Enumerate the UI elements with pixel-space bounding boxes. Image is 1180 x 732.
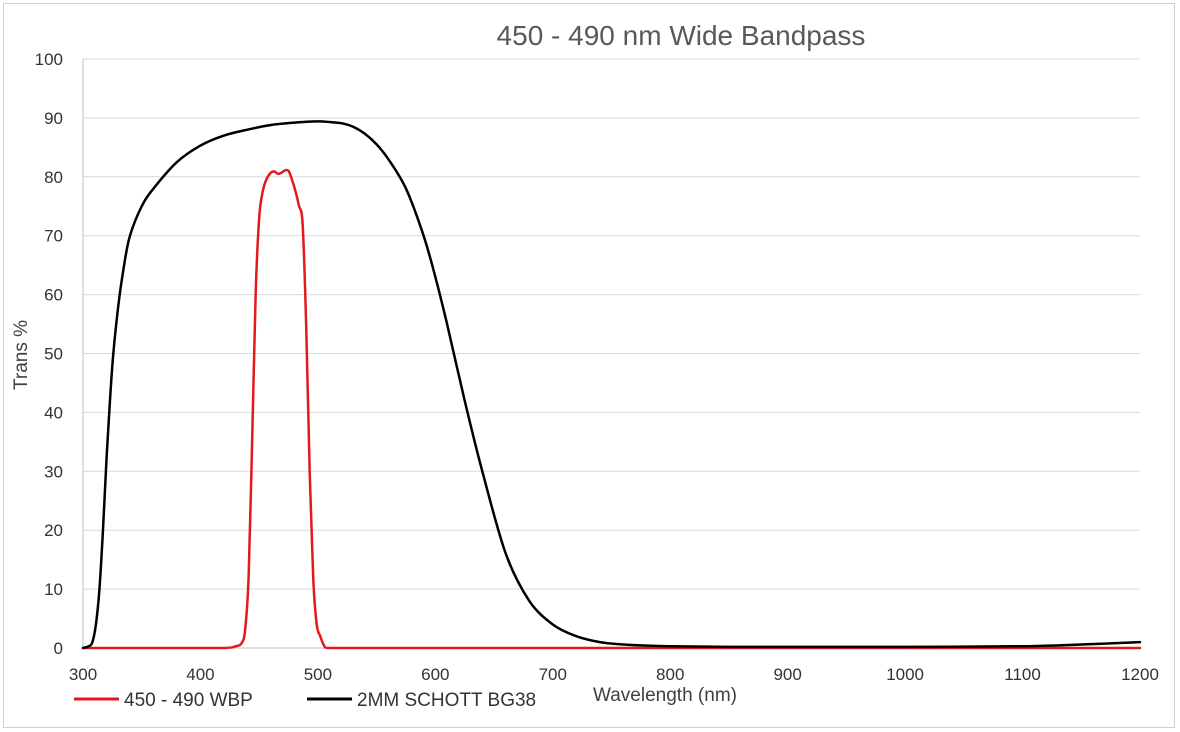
y-tick-label-80: 80 (44, 168, 63, 187)
y-tick-label-100: 100 (35, 50, 63, 69)
y-tick-label-90: 90 (44, 109, 63, 128)
y-tick-label-60: 60 (44, 286, 63, 305)
x-tick-label-1100: 1100 (1004, 665, 1041, 684)
legend-label-450-490-wbp: 450 - 490 WBP (124, 690, 253, 711)
axis-layer: 0 10 20 30 40 50 60 70 80 90 100 300 400 500 600 700 800… (35, 50, 1159, 684)
y-tick-label-10: 10 (44, 580, 63, 599)
y-tick-label-40: 40 (44, 403, 63, 422)
x-tick-label-300: 300 (69, 665, 97, 684)
series-line-450-490-wbp (81, 168, 1142, 650)
x-tick-label-800: 800 (656, 665, 684, 684)
grid-layer (83, 58, 1140, 590)
chart-title: 450 - 490 nm Wide Bandpass (497, 20, 866, 51)
x-tick-label-1200: 1200 (1121, 665, 1159, 684)
x-tick-label-700: 700 (539, 665, 567, 684)
legend-label-2mm-schott-bg38: 2MM SCHOTT BG38 (357, 690, 536, 711)
y-tick-label-30: 30 (44, 462, 63, 481)
legend: 450 - 490 WBP 2MM SCHOTT BG38 (74, 690, 536, 711)
x-tick-label-900: 900 (773, 665, 801, 684)
x-tick-label-1000: 1000 (886, 665, 924, 684)
x-tick-label-400: 400 (186, 665, 214, 684)
y-tick-label-20: 20 (44, 521, 63, 540)
series-layer (81, 120, 1142, 650)
y-tick-label-70: 70 (44, 227, 63, 246)
series-line-2mm-schott-bg38 (81, 120, 1142, 650)
x-tick-label-500: 500 (304, 665, 332, 684)
y-axis-label: Trans % (11, 320, 32, 390)
chart-frame (3, 3, 1175, 728)
y-tick-label-0: 0 (54, 639, 63, 658)
y-tick-label-50: 50 (44, 345, 63, 364)
x-tick-label-600: 600 (421, 665, 449, 684)
x-axis-label: Wavelength (nm) (593, 685, 737, 706)
